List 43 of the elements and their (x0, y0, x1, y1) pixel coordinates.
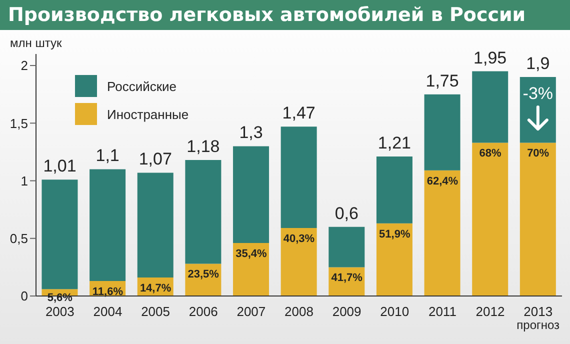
total-label: 1,21 (378, 134, 412, 153)
x-tick-label: 2011 (428, 304, 456, 319)
y-tick-label: 1,5 (10, 116, 28, 131)
annotation: 11,6% (92, 286, 124, 298)
total-label: 1,95 (474, 48, 507, 68)
x-tick-label: 2009 (332, 304, 362, 319)
annotation: 41,7% (331, 272, 363, 284)
x-tick-label: 2005 (141, 304, 170, 319)
annotation: 68% (479, 148, 502, 160)
total-label: 1,9 (526, 54, 550, 74)
y-axis-title: млн штук (10, 36, 62, 50)
x-tick-label: 2010 (380, 304, 410, 319)
total-label: 0,6 (334, 204, 358, 223)
total-label: 1,75 (426, 71, 459, 90)
annotation: 40,3% (283, 233, 315, 246)
annotation: 35,4% (236, 248, 267, 260)
y-tick-label: 0 (20, 288, 28, 304)
total-label: 1,47 (282, 104, 316, 123)
annotation: 14,7% (140, 282, 172, 295)
x-tick-label: 2006 (188, 304, 218, 319)
total-label: 1,07 (138, 150, 172, 169)
y-tick-label: 1 (20, 173, 28, 188)
chart-title: Производство легковых автомобилей в России (0, 0, 570, 30)
text: прогноз (516, 318, 560, 332)
total-label: 1,18 (186, 137, 220, 156)
y-tick-label: 0,5 (10, 230, 28, 246)
annotation: 51,9% (379, 228, 410, 240)
annotation: 70% (527, 148, 550, 160)
x-tick-label: 2003 (45, 304, 74, 319)
annotation: 23,5% (188, 268, 220, 281)
x-tick-label: 2004 (93, 304, 122, 319)
x-tick-label: 2008 (284, 304, 314, 319)
x-tick-label: 2013 (524, 304, 553, 319)
total-label: 1,01 (43, 156, 76, 176)
legend-label: Российские (107, 78, 177, 94)
annotation: -3% (522, 84, 554, 104)
x-tick-label: 2007 (236, 304, 266, 319)
total-label: 1,1 (96, 146, 120, 166)
y-tick-label: 2 (20, 58, 28, 74)
legend-label: Иностранные (107, 106, 189, 122)
total-label: 1,3 (239, 123, 263, 142)
annotation: 62,4% (426, 175, 458, 188)
x-tick-label: 2012 (476, 304, 505, 319)
